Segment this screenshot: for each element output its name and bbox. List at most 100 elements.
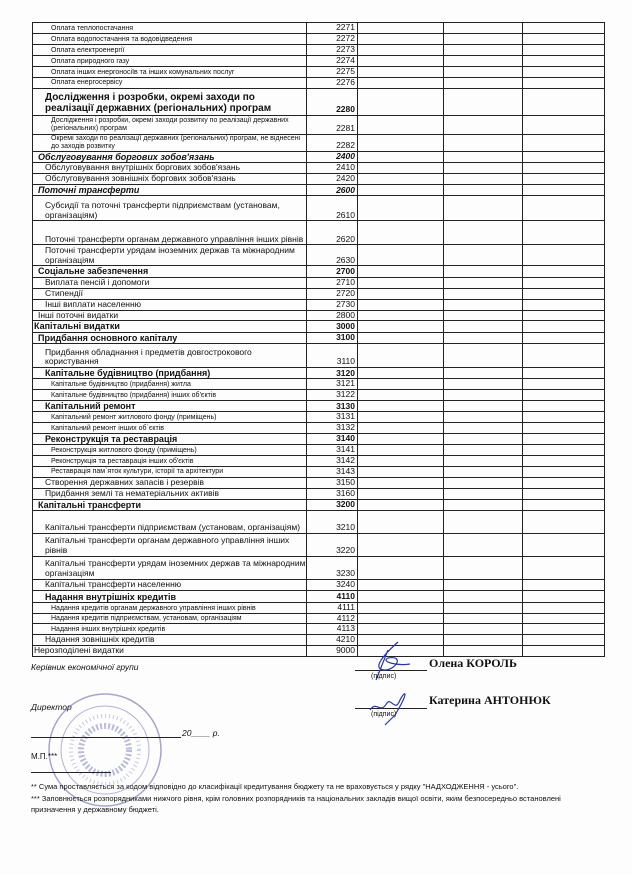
value-cell xyxy=(357,87,444,116)
value-cell xyxy=(522,43,605,56)
value-cell xyxy=(357,244,444,267)
row-code: 2420 xyxy=(306,172,358,185)
value-cell xyxy=(443,87,523,116)
value-cell xyxy=(443,276,523,289)
row-name: Субсидії та поточні трансферти підприємс… xyxy=(32,195,307,222)
value-cell xyxy=(522,65,605,78)
signature-icon xyxy=(375,641,411,681)
value-cell xyxy=(357,411,444,424)
value-cell xyxy=(443,172,523,185)
value-cell xyxy=(357,444,444,456)
row-name: Капітальні видатки xyxy=(32,320,307,333)
value-cell xyxy=(522,287,605,300)
table-row: Оплата інших енергоносіїв та інших комун… xyxy=(32,65,605,78)
value-cell xyxy=(357,454,444,467)
value-cell xyxy=(522,422,605,434)
value-cell xyxy=(522,331,605,345)
value-cell xyxy=(357,331,444,345)
value-cell xyxy=(357,287,444,300)
row-code: 4111 xyxy=(306,601,358,614)
value-cell xyxy=(522,645,605,658)
value-cell xyxy=(443,54,523,67)
value-cell xyxy=(443,320,523,333)
value-cell xyxy=(443,195,523,222)
row-code: 3131 xyxy=(306,411,358,424)
row-name: Інші поточні видатки xyxy=(32,309,307,322)
value-cell xyxy=(357,476,444,489)
value-cell xyxy=(443,645,523,658)
value-cell xyxy=(522,150,605,163)
table-row: Придбання основного капіталу 3100 xyxy=(32,331,605,345)
signature-caption: (підпис) xyxy=(371,673,397,680)
value-cell xyxy=(443,22,523,34)
footnote-2: *** Заповнюється розпорядниками нижчого … xyxy=(31,794,561,814)
value-cell xyxy=(522,309,605,322)
table-row: Надання кредитів органам державного упра… xyxy=(32,601,605,614)
row-name: Капітальні трансферти органам державного… xyxy=(32,532,307,557)
value-cell xyxy=(522,172,605,185)
value-cell xyxy=(522,601,605,614)
value-cell xyxy=(357,589,444,603)
row-code: 3230 xyxy=(306,555,358,580)
value-cell xyxy=(443,43,523,56)
value-cell xyxy=(522,498,605,511)
director-title: Директор xyxy=(31,702,72,712)
row-name: Капітальне будівництво (придбання) xyxy=(32,367,307,380)
table-row: Поточні трансферти урядам іноземних держ… xyxy=(32,244,605,267)
value-cell xyxy=(443,309,523,322)
value-cell xyxy=(443,589,523,603)
value-cell xyxy=(522,476,605,489)
value-cell xyxy=(522,298,605,311)
head-title: Керівник економічної групи xyxy=(31,662,139,672)
value-cell xyxy=(443,183,523,197)
value-cell xyxy=(357,367,444,380)
value-cell xyxy=(357,601,444,614)
value-cell xyxy=(522,378,605,391)
value-cell xyxy=(443,133,523,152)
value-cell xyxy=(357,76,444,89)
row-name: Обслуговування внутрішніх боргових зобов… xyxy=(32,161,307,174)
table-row: Капітальне будівництво (придбання) інших… xyxy=(32,389,605,401)
value-cell xyxy=(522,578,605,591)
table-row: Капітальні трансферти населенню 3240 xyxy=(32,578,605,591)
row-name: Реставрація пам`яток культури, історії т… xyxy=(32,465,307,478)
table-row: Стипендії 2720 xyxy=(32,287,605,300)
row-name: Надання зовнішніх кредитів xyxy=(32,634,307,647)
value-cell xyxy=(443,298,523,311)
table-row: Реконструкція та реставрація 3140 xyxy=(32,432,605,446)
row-name: Придбання обладнання і предметів довгост… xyxy=(32,343,307,369)
row-code: 2800 xyxy=(306,309,358,322)
value-cell xyxy=(357,32,444,45)
value-cell xyxy=(443,161,523,174)
value-cell xyxy=(443,265,523,278)
date-line xyxy=(31,737,181,738)
row-code: 2730 xyxy=(306,298,358,311)
row-name: Оплата природного газу xyxy=(32,54,307,67)
table-row: Оплата теплопостачання 2271 xyxy=(32,22,605,34)
value-cell xyxy=(522,623,605,636)
value-cell xyxy=(357,532,444,557)
official-stamp xyxy=(48,693,162,807)
value-cell xyxy=(357,498,444,511)
value-cell xyxy=(357,320,444,333)
row-code: 2710 xyxy=(306,276,358,289)
table-row: Надання внутрішніх кредитів 4110 xyxy=(32,589,605,603)
value-cell xyxy=(443,378,523,391)
value-cell xyxy=(357,465,444,478)
value-cell xyxy=(357,432,444,446)
value-cell xyxy=(443,331,523,345)
value-cell xyxy=(357,343,444,369)
row-code: 3120 xyxy=(306,367,358,380)
value-cell xyxy=(522,432,605,446)
value-cell xyxy=(357,309,444,322)
value-cell xyxy=(443,612,523,625)
value-cell xyxy=(443,220,523,246)
stamp-label: М.П.*** xyxy=(31,752,58,761)
row-name: Надання інших внутрішніх кредитів xyxy=(32,623,307,636)
value-cell xyxy=(522,22,605,34)
value-cell xyxy=(522,54,605,67)
row-name: Придбання основного капіталу xyxy=(32,331,307,345)
row-name: Соціальне забезпечення xyxy=(32,265,307,278)
row-name: Виплата пенсій і допомоги xyxy=(32,276,307,289)
